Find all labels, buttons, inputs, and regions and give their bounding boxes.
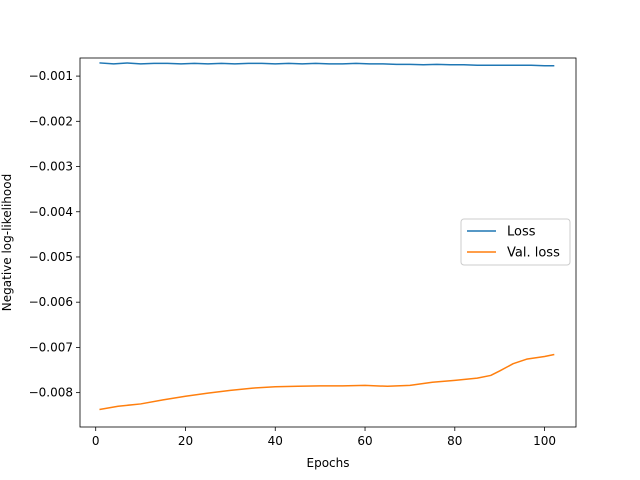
series-line-1: [99, 353, 555, 411]
y-tick-label: −0.008: [29, 386, 73, 400]
y-tick-label: −0.004: [29, 205, 73, 219]
legend: Loss Val. loss: [460, 218, 571, 266]
x-axis-label: Epochs: [307, 456, 350, 470]
series-layer: [99, 62, 555, 411]
y-tick-label: −0.003: [29, 160, 73, 174]
series-line-0: [99, 62, 555, 67]
ticks-layer: 0 20 40 60 80 100 −0.001 −0.002 −0.003 −0.004 −0.0…: [29, 69, 556, 448]
x-tick-label: 80: [447, 434, 462, 448]
legend-label: Loss: [507, 225, 536, 240]
y-axis-label: Negative log-likelihood: [0, 174, 14, 311]
x-tick-label: 0: [92, 434, 100, 448]
axes-frame: [79, 57, 577, 428]
x-tick-label: 20: [178, 434, 193, 448]
x-tick-label: 100: [533, 434, 556, 448]
y-tick-label: −0.002: [29, 114, 73, 128]
x-tick-label: 40: [268, 434, 283, 448]
y-tick-label: −0.007: [29, 340, 73, 354]
x-tick-label: 60: [357, 434, 372, 448]
y-tick-label: −0.006: [29, 295, 73, 309]
legend-label: Val. loss: [507, 246, 560, 261]
y-tick-label: −0.005: [29, 250, 73, 264]
y-tick-label: −0.001: [29, 69, 73, 83]
